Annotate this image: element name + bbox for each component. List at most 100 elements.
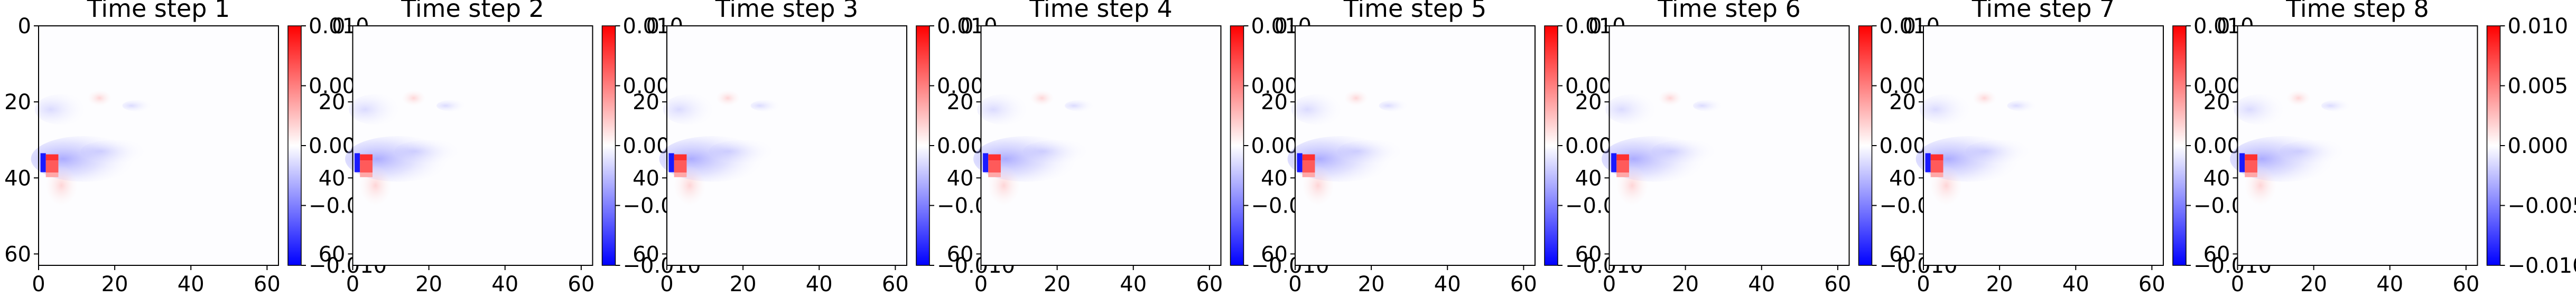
y-tick-label: 40	[947, 166, 974, 190]
x-tick-label: 60	[2452, 272, 2479, 296]
panel-title: Time step 4	[1029, 0, 1173, 23]
heatmap-panel-7: Time step 70 20 40 6002040600.0100.0050.000…	[1889, 0, 2272, 296]
heatmap-image	[2230, 26, 2478, 265]
x-tick-label: 40	[806, 272, 833, 296]
x-tick-label: 40	[178, 272, 204, 296]
y-tick-label: 40	[2203, 166, 2230, 190]
x-tick-label: 40	[491, 272, 518, 296]
x-tick-label: 40	[1120, 272, 1147, 296]
y-tick-label: 60	[1575, 242, 1602, 266]
y-tick-label: 20	[2203, 90, 2230, 114]
x-tick-label: 40	[2062, 272, 2089, 296]
y-tick-label: 0	[18, 14, 31, 39]
colorbar	[2172, 25, 2187, 266]
heatmap-panel-1: Time step 10 20 40 6002040600.0100.0050.000…	[4, 0, 387, 296]
x-tick-label: 20	[1672, 272, 1699, 296]
colorbar-tick-label: 0.010	[2508, 14, 2569, 39]
x-tick-label: 60	[254, 272, 281, 296]
y-tick-label: 60	[1261, 242, 1288, 266]
y-tick-label: 40	[4, 166, 31, 190]
x-tick-label: 40	[1434, 272, 1461, 296]
axes-frame	[1923, 25, 2164, 266]
x-tick-label: 20	[1358, 272, 1385, 296]
y-tick-label: 60	[1889, 242, 1916, 266]
colorbar	[601, 25, 616, 266]
y-tick-label: 20	[947, 90, 974, 114]
panel-title: Time step 6	[1657, 0, 1801, 23]
axes-frame	[666, 25, 907, 266]
panel-title: Time step 3	[715, 0, 859, 23]
x-tick-label: 60	[2138, 272, 2165, 296]
heatmap-image	[31, 26, 278, 265]
x-tick-label: 0	[1288, 272, 1301, 296]
colorbar	[1230, 25, 1244, 266]
y-tick-label: 40	[633, 166, 659, 190]
colorbar	[287, 25, 302, 266]
y-tick-label: 0	[332, 14, 345, 39]
y-tick-label: 0	[1903, 14, 1916, 39]
axes-frame	[38, 25, 279, 266]
x-tick-label: 20	[730, 272, 757, 296]
x-tick-label: 0	[974, 272, 988, 296]
y-tick-label: 60	[633, 242, 659, 266]
y-tick-label: 40	[1575, 166, 1602, 190]
panel-title: Time step 8	[2285, 0, 2429, 23]
y-tick-label: 0	[960, 14, 973, 39]
y-tick-label: 20	[633, 90, 659, 114]
heatmap-panel-8: Time step 80 20 40 6002040600.0100.0050.000…	[2203, 0, 2576, 296]
y-tick-label: 20	[1575, 90, 1602, 114]
x-tick-label: 0	[32, 272, 45, 296]
x-tick-label: 0	[1603, 272, 1616, 296]
heatmap-image	[1915, 26, 2163, 265]
y-tick-label: 40	[1261, 166, 1288, 190]
x-tick-label: 20	[1044, 272, 1071, 296]
y-tick-label: 60	[2203, 242, 2230, 266]
heatmap-image	[973, 26, 1221, 265]
y-tick-label: 0	[1275, 14, 1288, 39]
x-tick-label: 60	[882, 272, 909, 296]
x-tick-label: 60	[1510, 272, 1537, 296]
y-tick-label: 60	[947, 242, 974, 266]
y-tick-label: 40	[319, 166, 346, 190]
x-tick-label: 0	[346, 272, 359, 296]
x-tick-label: 60	[1824, 272, 1851, 296]
colorbar-tick-label: −0.005	[2508, 194, 2576, 218]
x-tick-label: 0	[1917, 272, 1930, 296]
y-tick-label: 40	[1889, 166, 1916, 190]
heatmap-image	[659, 26, 907, 265]
y-tick-label: 60	[4, 242, 31, 266]
x-tick-label: 40	[1748, 272, 1775, 296]
panel-title: Time step 7	[1971, 0, 2115, 23]
y-tick-label: 20	[1889, 90, 1916, 114]
y-tick-label: 20	[319, 90, 346, 114]
x-tick-label: 0	[2231, 272, 2244, 296]
axes-frame	[1608, 25, 1850, 266]
y-tick-label: 20	[4, 90, 31, 114]
y-tick-label: 60	[319, 242, 346, 266]
colorbar-tick-label: 0.005	[2508, 74, 2569, 99]
x-tick-label: 20	[415, 272, 442, 296]
x-tick-label: 20	[1986, 272, 2013, 296]
x-tick-label: 0	[660, 272, 673, 296]
colorbar	[1858, 25, 1873, 266]
x-tick-label: 60	[1196, 272, 1223, 296]
axes-frame	[980, 25, 1222, 266]
colorbar-tick-label: −0.010	[2508, 254, 2576, 278]
colorbar	[2486, 25, 2501, 266]
x-tick-label: 40	[2376, 272, 2403, 296]
axes-frame	[2237, 25, 2478, 266]
panel-title: Time step 5	[1343, 0, 1487, 23]
x-tick-label: 20	[101, 272, 128, 296]
y-tick-label: 0	[1588, 14, 1602, 39]
axes-frame	[352, 25, 593, 266]
heatmap-image	[345, 26, 593, 265]
panel-title: Time step 2	[401, 0, 544, 23]
heatmap-image	[1287, 26, 1535, 265]
y-tick-label: 0	[646, 14, 659, 39]
y-tick-label: 0	[2217, 14, 2230, 39]
heatmap-image	[1602, 26, 1849, 265]
axes-frame	[1295, 25, 1536, 266]
x-tick-label: 60	[568, 272, 594, 296]
y-tick-label: 20	[1261, 90, 1288, 114]
